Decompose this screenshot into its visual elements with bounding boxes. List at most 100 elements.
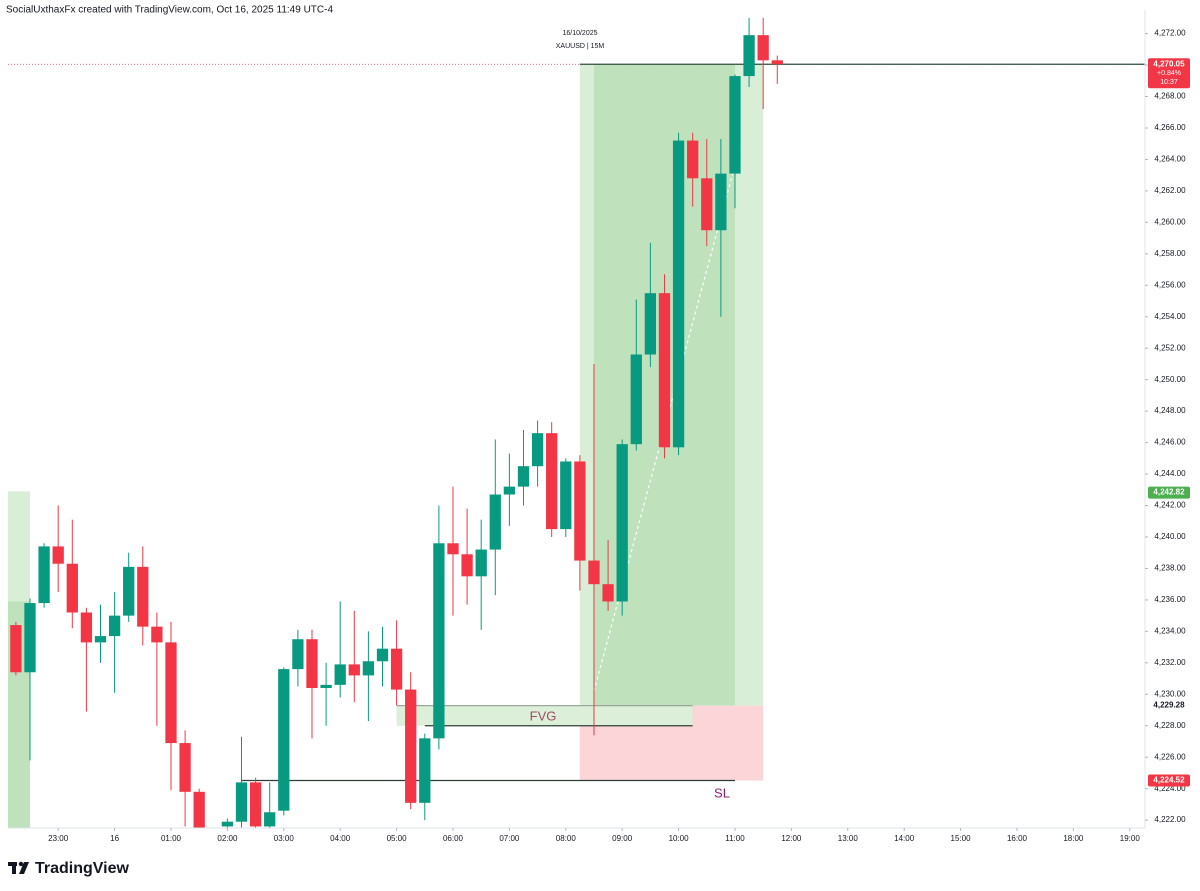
x-tick-label: 01:00 xyxy=(161,834,182,843)
y-tick-label: 4,254.00 xyxy=(1154,312,1186,321)
candle-body xyxy=(447,543,459,555)
candle-body xyxy=(687,140,699,179)
y-tick-label: 4,250.00 xyxy=(1154,375,1186,384)
y-tick-label: 4,248.00 xyxy=(1154,406,1186,415)
header: SocialUxthaxFx created with TradingView.… xyxy=(6,5,333,16)
plot-area xyxy=(8,17,1145,828)
candle-body xyxy=(560,461,572,530)
y-tick-label: 4,240.00 xyxy=(1154,532,1186,541)
x-tick-label: 06:00 xyxy=(443,834,464,843)
price-label-box xyxy=(1148,486,1190,499)
candle-body xyxy=(405,689,417,803)
price-label: 4,270.05 xyxy=(1153,59,1185,68)
y-tick-label: 4,242.00 xyxy=(1154,501,1186,510)
x-tick-label: 04:00 xyxy=(330,834,351,843)
candle-body xyxy=(348,664,360,676)
price-label-box xyxy=(1148,58,1190,89)
candle-body xyxy=(66,563,78,613)
y-tick-label: 4,258.00 xyxy=(1154,249,1186,258)
candle-body xyxy=(334,664,346,685)
price-change: +0.84% xyxy=(1157,70,1181,77)
candle-body xyxy=(658,293,671,448)
candle-body xyxy=(461,554,473,577)
candle-body xyxy=(574,461,586,561)
candle-body xyxy=(362,661,375,676)
x-tick-label: 08:00 xyxy=(556,834,577,843)
y-tick-label: 4,238.00 xyxy=(1154,564,1186,573)
candle-body xyxy=(433,543,445,739)
y-tick-label: 4,222.00 xyxy=(1154,815,1186,824)
candle-body xyxy=(80,612,93,643)
y-tick-label: 4,272.00 xyxy=(1154,29,1186,38)
candle-body xyxy=(376,648,389,662)
x-tick-label: 14:00 xyxy=(894,834,915,843)
candle-body xyxy=(771,60,783,65)
axes: 4,222.00 4,224.00 4,226.00 4,228.00 4,230.00… xyxy=(48,29,1190,843)
candle-body xyxy=(503,486,516,495)
logo: TradingView xyxy=(8,860,130,877)
footer-brand: TradingView xyxy=(35,860,130,877)
y-tick-label: 4,226.00 xyxy=(1154,752,1186,761)
price-label-box xyxy=(1148,699,1190,712)
candle-body xyxy=(419,738,431,803)
y-tick-label: 4,262.00 xyxy=(1154,186,1186,195)
candle-body xyxy=(264,812,276,827)
y-tick-label: 4,234.00 xyxy=(1154,626,1186,635)
candle-body xyxy=(278,669,290,811)
candle-body xyxy=(531,433,544,467)
y-tick-label: 4,232.00 xyxy=(1154,658,1186,667)
candle-body xyxy=(249,782,262,827)
x-tick-label: 16:00 xyxy=(1007,834,1028,843)
candle-body xyxy=(221,821,234,827)
candle-body xyxy=(123,566,135,616)
price-label: 4,242.82 xyxy=(1153,488,1185,497)
y-tick-label: 4,230.00 xyxy=(1154,689,1186,698)
x-tick-label: 13:00 xyxy=(838,834,859,843)
candle-body xyxy=(306,639,318,688)
candle-body xyxy=(165,642,177,744)
x-tick-label: 02:00 xyxy=(217,834,238,843)
candle-body xyxy=(701,178,713,231)
candle-body xyxy=(235,782,248,822)
chart-symbol: XAUUSD | 15M xyxy=(556,43,605,50)
chart-date: 16/10/2025 xyxy=(562,30,597,37)
y-tick-label: 4,244.00 xyxy=(1154,469,1186,478)
candle-body xyxy=(715,173,727,231)
candle-body xyxy=(151,626,163,643)
y-tick-label: 4,260.00 xyxy=(1154,217,1186,226)
x-tick-label: 18:00 xyxy=(1063,834,1084,843)
candle-body xyxy=(292,639,304,670)
y-tick-label: 4,256.00 xyxy=(1154,280,1186,289)
y-tick-label: 4,236.00 xyxy=(1154,595,1186,604)
candle-body xyxy=(743,35,755,77)
y-tick-label: 4,268.00 xyxy=(1154,92,1186,101)
x-tick-label: 05:00 xyxy=(387,834,408,843)
candle-body xyxy=(672,140,685,448)
price-label: 4,229.28 xyxy=(1153,701,1185,710)
logo-icon xyxy=(12,862,16,874)
logo-icon xyxy=(18,861,24,867)
candle-body xyxy=(52,546,64,564)
x-tick-label: 03:00 xyxy=(274,834,295,843)
zone xyxy=(396,705,693,726)
price-countdown: 10:37 xyxy=(1160,79,1178,86)
x-tick-label: 09:00 xyxy=(612,834,633,843)
candle-body xyxy=(757,35,769,61)
y-tick-label: 4,228.00 xyxy=(1154,721,1186,730)
candle-body xyxy=(588,560,600,585)
candle-body xyxy=(489,494,501,550)
candle-body xyxy=(193,791,205,828)
candle-body xyxy=(475,549,487,577)
candle-body xyxy=(94,636,107,643)
y-tick-label: 4,224.00 xyxy=(1154,784,1186,793)
x-tick-label: 19:00 xyxy=(1120,834,1141,843)
x-tick-label: 16 xyxy=(110,834,119,843)
x-tick-label: 23:00 xyxy=(48,834,69,843)
candle-body xyxy=(24,603,36,673)
candle-body xyxy=(38,546,50,604)
candle-body xyxy=(108,615,121,637)
fvg-label: FVG xyxy=(530,708,557,723)
candle-body xyxy=(729,76,741,174)
